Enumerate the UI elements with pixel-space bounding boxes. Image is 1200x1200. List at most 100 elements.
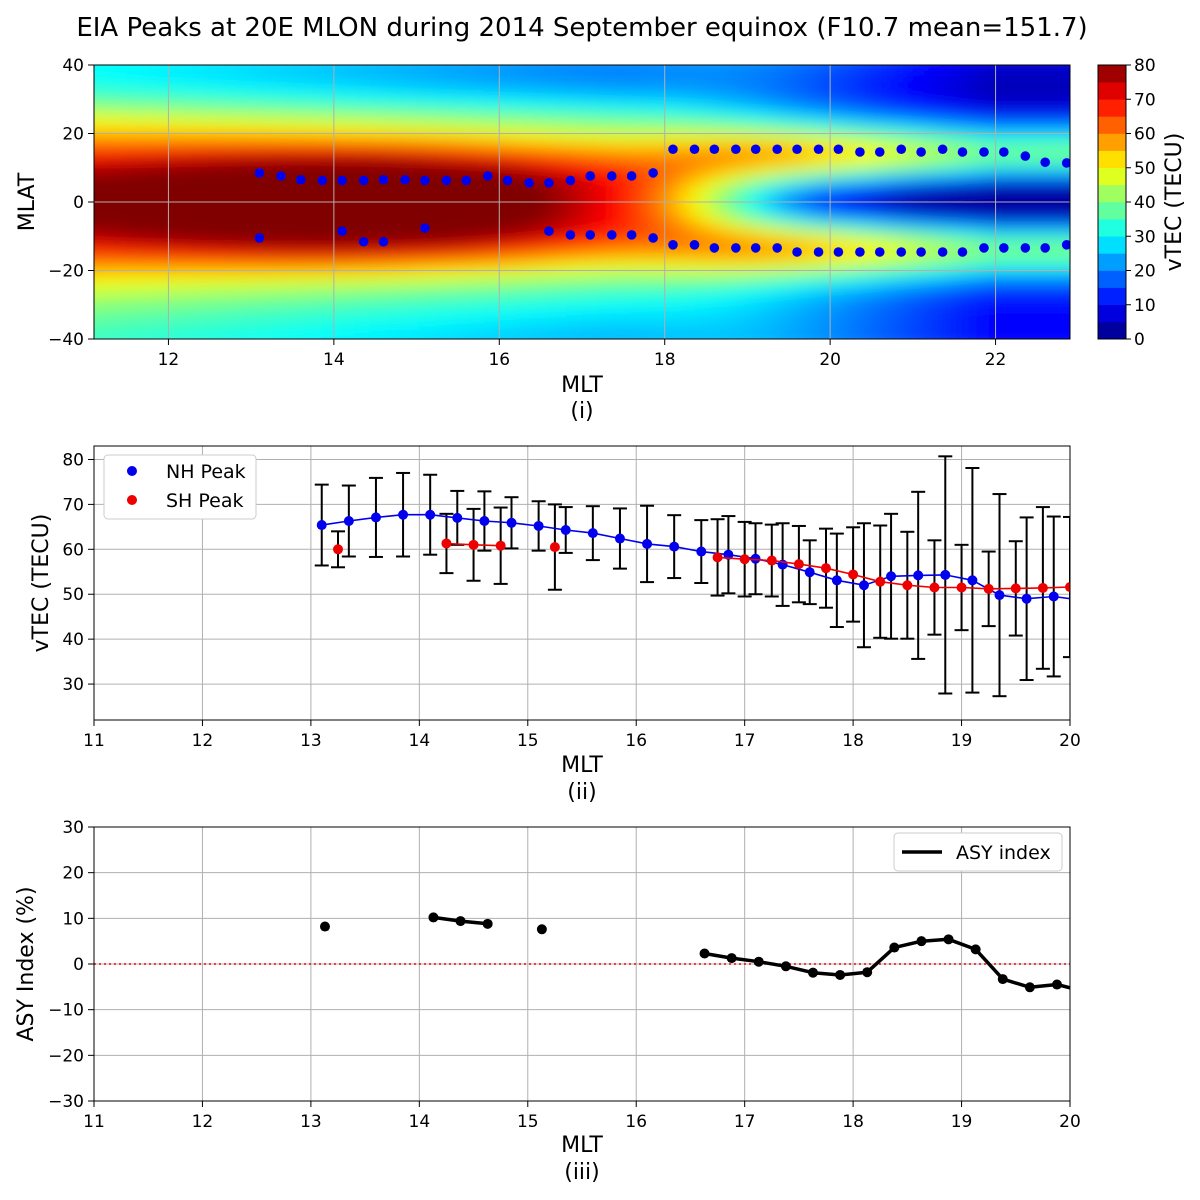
heatmap-cell xyxy=(1070,51,1087,59)
heatmap-cell xyxy=(109,311,128,319)
heatmap-cell xyxy=(207,331,225,339)
heatmap-cell xyxy=(727,85,746,93)
heatmap-cell xyxy=(288,304,306,313)
heatmap-cell xyxy=(239,324,258,333)
heatmap-cell xyxy=(1037,345,1054,353)
heatmap-cell xyxy=(435,98,453,107)
heatmap-cell xyxy=(662,71,681,80)
heatmap-cell xyxy=(597,71,616,80)
heatmap-cell xyxy=(109,222,128,230)
heatmap-cell xyxy=(109,249,128,258)
heatmap-cell xyxy=(1020,180,1038,189)
heatmap-cell xyxy=(971,194,990,203)
heatmap-cell xyxy=(548,112,567,121)
heatmap-cell xyxy=(1020,167,1038,176)
heatmap-cell xyxy=(548,85,567,93)
heatmap-cell xyxy=(304,65,323,66)
heatmap-cell xyxy=(467,71,485,80)
heatmap-cell xyxy=(500,208,518,217)
heatmap-cell xyxy=(890,174,908,182)
heatmap-cell xyxy=(532,324,550,333)
heatmap-cell xyxy=(272,187,290,196)
heatmap-cell xyxy=(597,180,616,189)
heatmap-cell xyxy=(435,194,453,203)
heatmap-cell xyxy=(858,242,876,251)
heatmap-cell xyxy=(272,194,290,203)
heatmap-cell xyxy=(630,139,648,148)
heatmap-cell xyxy=(451,201,469,210)
heatmap-cell xyxy=(662,263,681,271)
heatmap-cell xyxy=(809,263,827,271)
heatmap-cell xyxy=(191,146,209,155)
heatmap-cell xyxy=(923,215,941,224)
heatmap-cell xyxy=(1053,65,1070,66)
heatmap-cell xyxy=(402,270,420,278)
heatmap-cell xyxy=(776,119,794,128)
heatmap-cell xyxy=(158,91,176,100)
heatmap-cell xyxy=(191,242,209,251)
heatmap-cell xyxy=(418,187,437,196)
heatmap-cell xyxy=(516,276,534,285)
heatmap-cell xyxy=(679,297,697,306)
heatmap-cell xyxy=(158,105,176,114)
heatmap-cell xyxy=(321,228,339,237)
heatmap-cell xyxy=(94,160,111,169)
heatmap-cell xyxy=(288,276,306,285)
heatmap-cell xyxy=(1004,215,1022,224)
eia-peak-point xyxy=(792,247,802,257)
heatmap-cell xyxy=(435,276,453,285)
heatmap-cell xyxy=(321,187,339,196)
heatmap-cell xyxy=(874,91,892,100)
heatmap-cell xyxy=(695,71,713,80)
heatmap-cell xyxy=(581,126,599,134)
heatmap-cell xyxy=(548,65,567,66)
panel-iii-ytick-label: 30 xyxy=(62,818,84,838)
heatmap-cell xyxy=(109,215,128,224)
heatmap-cell xyxy=(809,208,827,217)
panel-i-xtick-label: 20 xyxy=(819,350,841,370)
heatmap-cell xyxy=(1020,304,1038,313)
heatmap-cell xyxy=(679,71,697,80)
colorbar-segment xyxy=(1098,184,1126,203)
heatmap-cell xyxy=(207,51,224,59)
panel-i-ytick-label: 20 xyxy=(62,125,84,145)
heatmap-cell xyxy=(890,276,908,285)
heatmap-cell xyxy=(467,91,485,100)
heatmap-cell xyxy=(191,112,209,121)
heatmap-cell xyxy=(239,263,258,271)
heatmap-cell xyxy=(858,139,876,148)
heatmap-cell xyxy=(565,242,583,251)
heatmap-cell xyxy=(321,283,339,292)
heatmap-cell xyxy=(94,119,111,128)
heatmap-cell xyxy=(841,85,860,93)
heatmap-cell xyxy=(679,78,697,87)
heatmap-cell xyxy=(516,105,534,114)
heatmap-cell xyxy=(581,65,599,66)
heatmap-cell xyxy=(630,167,648,176)
heatmap-cell xyxy=(516,91,534,100)
heatmap-cell xyxy=(386,242,404,251)
heatmap-cell xyxy=(939,242,957,251)
panel-i-ytick-label: −40 xyxy=(48,330,84,350)
heatmap-cell xyxy=(61,249,78,257)
heatmap-cell xyxy=(142,311,160,319)
heatmap-cell xyxy=(435,256,453,265)
heatmap-cell xyxy=(630,235,648,244)
heatmap-cell xyxy=(418,139,437,148)
heatmap-cell xyxy=(174,65,193,66)
heatmap-cell xyxy=(500,290,518,299)
heatmap-cell xyxy=(94,242,95,251)
series-sh-point xyxy=(983,583,994,594)
heatmap-cell xyxy=(581,133,599,141)
heatmap-cell xyxy=(744,249,762,258)
heatmap-cell xyxy=(1036,256,1055,265)
eia-peak-point xyxy=(295,174,306,185)
heatmap-cell xyxy=(744,91,762,100)
heatmap-cell xyxy=(711,215,729,224)
heatmap-cell xyxy=(597,317,616,326)
heatmap-cell xyxy=(191,153,209,162)
heatmap-cell xyxy=(988,290,1006,299)
heatmap-cell xyxy=(597,283,616,292)
heatmap-cell xyxy=(288,297,306,306)
eia-peak-point xyxy=(648,233,658,243)
